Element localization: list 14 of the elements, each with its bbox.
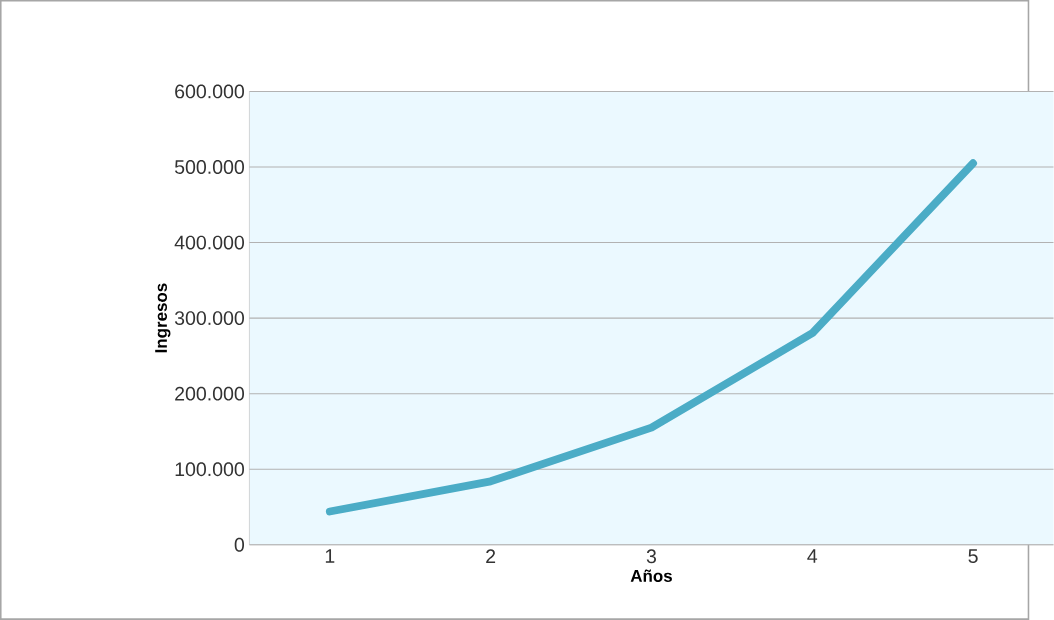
x-tick-label: 4 [807,549,818,563]
x-tick-label: 5 [968,549,978,564]
y-tick-label: 400.000 [174,235,245,250]
y-tick-label: 300.000 [174,311,245,326]
x-tick-label: 3 [646,549,657,564]
y-tick-label: 600.000 [175,84,245,99]
y-axis-title: Ingresos [155,283,171,353]
y-tick-label: 0 [234,537,245,552]
x-axis-title: Años [630,569,672,582]
y-tick-label: 100.000 [175,462,245,477]
x-tick-label: 1 [325,549,335,563]
x-tick-label: 2 [486,549,496,564]
y-tick-label: 200.000 [175,386,245,401]
y-tick-label: 500.000 [174,160,245,174]
